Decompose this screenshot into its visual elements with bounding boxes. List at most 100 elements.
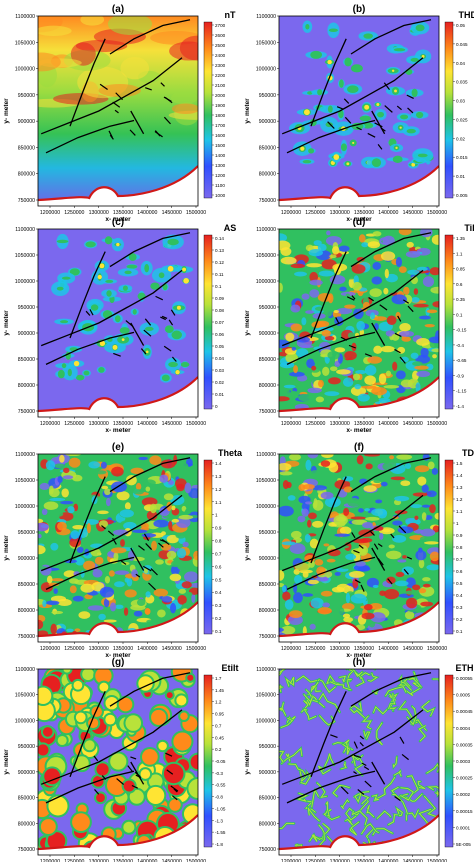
x-tick-label: 1350000	[354, 210, 374, 216]
y-tick-label: 950000	[18, 530, 35, 536]
colorbar-tick-label: 1800	[215, 113, 226, 118]
fault-line	[69, 691, 106, 778]
y-tick-label: 850000	[18, 796, 35, 802]
colorbar-tick-label: 1300	[215, 163, 226, 168]
y-tick-label: 750000	[259, 198, 276, 204]
fault-line	[281, 57, 424, 135]
x-tick-label: 1200000	[281, 210, 301, 216]
colorbar-tick-label: 0.0003	[456, 759, 470, 764]
colorbar-tick-label: 0.00035	[456, 742, 473, 747]
panel-label: (g)	[112, 657, 125, 668]
colorbar	[444, 234, 454, 410]
x-tick-label: 1200000	[281, 421, 301, 427]
plot-frame	[37, 668, 199, 856]
colorbar-tick-label: 2500	[215, 43, 226, 48]
colorbar-tick-label: 0.00045	[456, 709, 473, 714]
y-tick-label: 850000	[259, 357, 276, 363]
colorbar-tick-label: 0.08	[215, 308, 224, 313]
x-tick-label: 1500000	[186, 210, 206, 216]
y-tick-label: 800000	[18, 821, 35, 827]
colorbar-tick-label: 1.1	[456, 251, 463, 256]
y-tick-label: 900000	[259, 119, 276, 125]
colorbar-tick-label: -1.4	[456, 404, 464, 409]
panel-b: (b) THDR 0.05 0.045 0.04 0.035 0.03 0.025 0.02 0.…	[244, 4, 474, 223]
colorbar-title: Tilt	[464, 223, 474, 233]
colorbar	[203, 674, 213, 848]
colorbar-tick-label: 0.06	[215, 332, 224, 337]
x-tick-label: 1200000	[40, 646, 60, 652]
colorbar	[444, 459, 454, 635]
colorbar-tick-label: 1.4	[215, 461, 222, 466]
x-tick-label: 1250000	[64, 646, 84, 652]
y-tick-label: 1050000	[15, 693, 35, 699]
colorbar-tick-label: 0.95	[215, 712, 224, 717]
y-tick-label: 750000	[259, 409, 276, 415]
fault-line	[310, 251, 347, 339]
colorbar-tick-label: 0.0002	[456, 792, 470, 797]
x-tick-label: 1400000	[137, 646, 157, 652]
colorbar-title: AS	[224, 223, 237, 233]
colorbar-tick-label: 0.00025	[456, 776, 473, 781]
y-axis-label: y- meter	[3, 535, 10, 561]
x-axis-label: x- meter	[105, 216, 131, 223]
x-tick-label: 1450000	[403, 646, 423, 652]
y-tick-label: 850000	[18, 357, 35, 363]
x-tick-label: 1450000	[403, 859, 423, 862]
heatmap-field	[38, 669, 198, 855]
x-tick-label: 1400000	[378, 210, 398, 216]
colorbar-tick-label: -0.15	[456, 328, 467, 333]
fault-line	[69, 251, 106, 339]
y-tick-label: 1000000	[256, 718, 276, 724]
y-tick-label: 1100000	[256, 14, 276, 20]
colorbar-tick-label: 0.0004	[456, 726, 470, 731]
y-tick-label: 900000	[259, 331, 276, 337]
y-axis-label: y- meter	[3, 749, 10, 775]
colorbar-tick-label: 0.2	[456, 617, 463, 622]
colorbar-tick-label: 1100	[215, 183, 225, 188]
fault-line	[69, 476, 106, 564]
y-tick-label: 1000000	[15, 718, 35, 724]
x-tick-label: 1350000	[113, 210, 133, 216]
colorbar-tick-label: 0.5	[215, 577, 222, 582]
fault-line	[130, 110, 145, 135]
x-tick-label: 1250000	[305, 646, 325, 652]
x-tick-label: 1250000	[64, 210, 84, 216]
fault-line	[310, 38, 347, 127]
fault-line	[45, 770, 135, 804]
y-axis-label: y- meter	[3, 98, 10, 124]
x-axis-label: x- meter	[105, 652, 131, 659]
x-tick-label: 1300000	[89, 859, 109, 862]
boundary-line	[279, 814, 439, 851]
x-tick-label: 1250000	[64, 421, 84, 427]
colorbar-tick-label: 0.9	[456, 533, 463, 538]
colorbar-tick-label: 0.2	[215, 616, 222, 621]
x-axis-label: x- meter	[105, 427, 131, 434]
plot-frame	[278, 453, 440, 643]
colorbar-tick-label: 0.6	[456, 282, 463, 287]
colorbar-tick-label: 1	[456, 521, 459, 526]
y-tick-label: 1050000	[256, 253, 276, 259]
colorbar-tick-label: 0.9	[215, 526, 222, 531]
colorbar	[203, 21, 213, 199]
colorbar-tick-label: -1.05	[215, 806, 226, 811]
y-tick-label: 800000	[18, 608, 35, 614]
x-tick-label: 1400000	[378, 859, 398, 862]
y-tick-label: 950000	[18, 93, 35, 99]
colorbar-tick-label: -1.55	[215, 830, 226, 835]
fault-line	[350, 672, 432, 707]
heatmap-field	[38, 454, 198, 642]
y-tick-label: 950000	[259, 305, 276, 311]
colorbar-tick-label: -0.4	[456, 343, 464, 348]
colorbar-tick-label: 0.7	[456, 557, 463, 562]
y-tick-label: 1000000	[256, 504, 276, 510]
colorbar-tick-label: 5E-005	[456, 842, 471, 847]
y-tick-label: 1050000	[15, 253, 35, 259]
fault-line	[371, 761, 386, 785]
colorbar-tick-label: 0.015	[456, 155, 468, 160]
heatmap-field	[279, 669, 439, 855]
colorbar-title: Etilt	[222, 663, 239, 673]
fault-line	[286, 770, 376, 804]
x-tick-label: 1500000	[427, 210, 447, 216]
colorbar-tick-label: 0.8	[215, 539, 222, 544]
colorbar-tick-label: -0.65	[456, 358, 467, 363]
